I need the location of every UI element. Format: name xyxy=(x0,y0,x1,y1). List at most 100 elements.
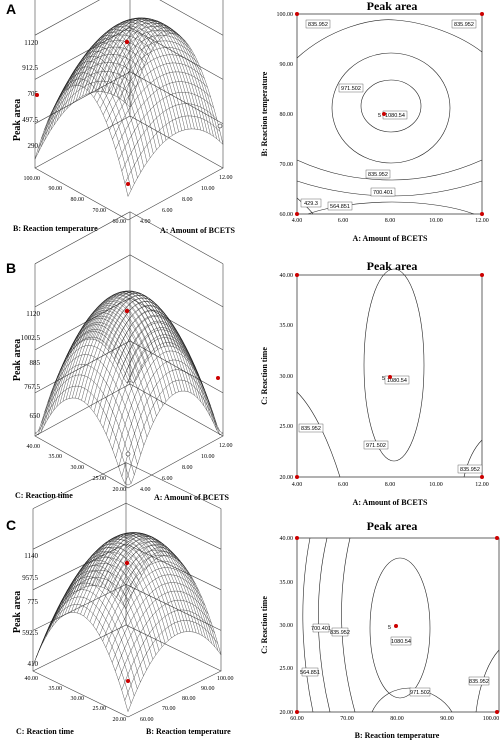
surface-box-gridline xyxy=(34,211,224,265)
surface-b-ztick: 1120 xyxy=(26,310,40,318)
surface-a-xtick: 6.00 xyxy=(162,208,173,214)
contour-b-ytick: 25.00 xyxy=(280,424,294,430)
contour-c-ytick: 30.00 xyxy=(280,623,294,629)
surface-a-design-point xyxy=(124,39,130,45)
surface-mesh-line xyxy=(106,327,202,435)
surface-a-ytick: 90.00 xyxy=(49,186,63,192)
contour-a-ytick: 80.00 xyxy=(280,112,294,118)
surface-base-outline xyxy=(32,624,222,718)
surface-box-gridline xyxy=(34,340,224,394)
panel-letter-b: B xyxy=(6,260,16,276)
contour-a-design-point xyxy=(295,212,299,216)
surface-a-ytick: 60.00 xyxy=(113,219,127,225)
contour-b-label: 835.952 xyxy=(460,467,480,473)
contour-a-label-box xyxy=(451,19,477,29)
contour-a-title: Peak area xyxy=(367,0,418,13)
contour-b-xlabel: A: Amount of BCETS xyxy=(353,498,428,507)
contour-b-ytick: 20.00 xyxy=(280,475,294,481)
contour-c-label-box xyxy=(468,676,490,686)
surface-mesh-line xyxy=(41,324,137,432)
contour-c-label: 1080.54 xyxy=(391,639,411,645)
surface-b-ztick: 1002.5 xyxy=(21,334,41,342)
surface-mesh-line xyxy=(53,51,148,163)
contour-b-design-count: 5 xyxy=(382,376,385,382)
surface-c-ytick: 30.00 xyxy=(71,696,85,702)
contour-a-label-box xyxy=(327,201,353,211)
surface-b-design-point xyxy=(124,308,130,314)
contour-b-label: 971.502 xyxy=(366,443,386,449)
contour-b-xtick: 8.00 xyxy=(385,482,396,488)
contour-b-xtick: 10.00 xyxy=(429,482,443,488)
surface-mesh-line xyxy=(50,307,146,415)
contour-a-label: 971.502 xyxy=(341,86,361,92)
surface-b-ztick: 650 xyxy=(30,412,41,420)
surface-mesh-line xyxy=(44,318,140,426)
surface-mesh-line xyxy=(116,544,212,644)
contour-b-title: Peak area xyxy=(367,259,418,273)
contour-a-label: 835.952 xyxy=(368,172,388,178)
contour-c-label-box xyxy=(312,623,330,633)
surface-mesh-line xyxy=(129,33,224,145)
contour-c-label-box xyxy=(331,627,349,637)
surface-mesh-line xyxy=(126,337,220,435)
surface-mesh-line xyxy=(41,72,135,184)
contour-a-label-box xyxy=(300,198,322,208)
surface-mesh-line xyxy=(103,320,199,429)
contour-b-label-box xyxy=(298,423,324,433)
surface-c-ytick: 20.00 xyxy=(113,717,127,723)
surface-c-ytick: 40.00 xyxy=(25,676,39,682)
contour-b-frame xyxy=(296,274,483,478)
contour-b-ytick: 30.00 xyxy=(280,374,294,380)
contour-plot-b: Peak area 835.952 971.502 1080.54 835.95… xyxy=(260,259,489,507)
contour-line xyxy=(302,537,314,713)
contour-b-label-box xyxy=(363,440,389,450)
surface-a-ytick: 100.00 xyxy=(24,176,41,182)
contour-a-xlabel: A: Amount of BCETS xyxy=(353,234,428,243)
contour-a-design-point xyxy=(295,12,299,16)
surface-a-xtick: 10.00 xyxy=(201,186,215,192)
contour-c-design-point xyxy=(495,710,499,714)
contour-line xyxy=(341,537,356,713)
surface-c-ztick: 1140 xyxy=(24,552,38,560)
surface-c-xlabel: B: Reaction temperature xyxy=(146,727,231,736)
contour-b-design-point xyxy=(388,375,392,379)
surface-c-ztick: 957.5 xyxy=(22,574,38,582)
contour-c-frame xyxy=(296,537,500,713)
contour-a-label: 564.851 xyxy=(330,204,350,210)
contour-b-label-box xyxy=(384,375,410,385)
surface-a-xtick: 12.00 xyxy=(219,175,233,181)
contour-b-design-point xyxy=(295,475,299,479)
contour-a-ylabel: B: Reaction temperature xyxy=(260,71,269,156)
surface-c-xtick: 70.00 xyxy=(162,706,176,712)
surface-a-zlabel: Peak area xyxy=(12,99,23,141)
surface-b-xtick: 4.00 xyxy=(140,487,151,493)
surface-b-ytick: 35.00 xyxy=(49,454,63,460)
surface-b-xlabel: A: Amount of BCETS xyxy=(154,493,229,502)
surface-b-xtick: 8.00 xyxy=(182,465,193,471)
contour-a-design-point xyxy=(480,212,484,216)
contour-c-ylabel: C: Reaction time xyxy=(260,596,269,654)
surface-b-ytick: 40.00 xyxy=(27,444,41,450)
contour-a-ytick: 100.00 xyxy=(277,12,294,18)
surface-mesh-line xyxy=(76,538,172,638)
surface-b-ztick: 767.5 xyxy=(24,383,40,391)
surface-box-gridline xyxy=(32,462,222,509)
surface-mesh-line xyxy=(66,35,160,147)
contour-c-ytick: 40.00 xyxy=(280,536,294,542)
contour-a-label: 835.952 xyxy=(308,22,328,28)
surface-mesh-line xyxy=(127,390,224,486)
contour-a-design-point xyxy=(382,112,386,116)
surface-c-ztick: 775 xyxy=(28,598,39,606)
contour-a-ytick: 90.00 xyxy=(280,62,294,68)
surface-mesh-line xyxy=(123,27,217,139)
surface-mesh-line xyxy=(47,54,143,122)
surface-mesh-line xyxy=(44,62,140,130)
contour-a-design-count: 5 xyxy=(378,113,381,119)
surface-mesh-line xyxy=(127,631,222,712)
surface-mesh-line xyxy=(117,316,211,417)
surface-mesh-line xyxy=(125,555,222,655)
contour-c-ytick: 20.00 xyxy=(280,710,294,716)
contour-line xyxy=(296,391,341,478)
surface-mesh-line xyxy=(117,23,211,135)
